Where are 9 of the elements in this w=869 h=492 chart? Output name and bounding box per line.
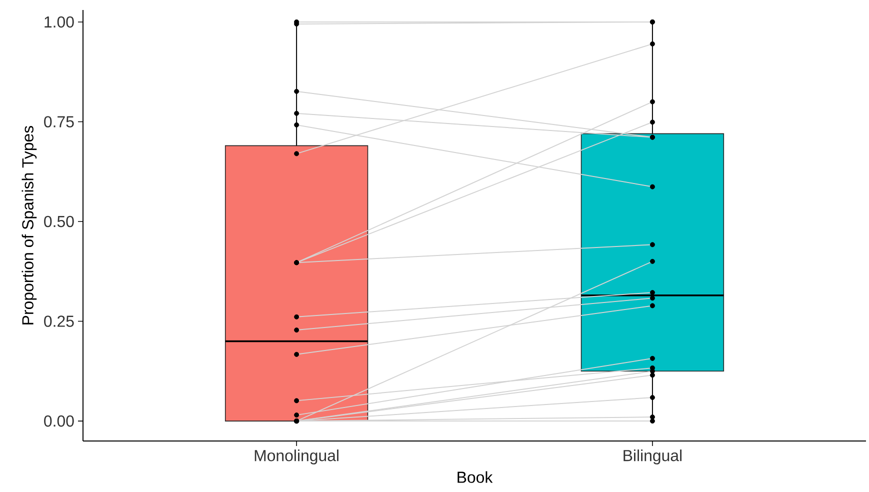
y-tick-label: 0.75: [44, 116, 74, 128]
x-tick-label: Monolingual: [254, 450, 338, 464]
y-tick-label: 0.50: [44, 216, 74, 228]
x-tick-label: Bilingual: [624, 450, 682, 464]
y-tick-label: 0.00: [44, 415, 74, 427]
y-axis-title: Proportion of Spanish Types: [22, 126, 37, 324]
x-axis-title: Book: [458, 471, 493, 483]
y-tick-label: 1.00: [44, 16, 74, 28]
y-tick-label: 0.25: [44, 316, 74, 327]
